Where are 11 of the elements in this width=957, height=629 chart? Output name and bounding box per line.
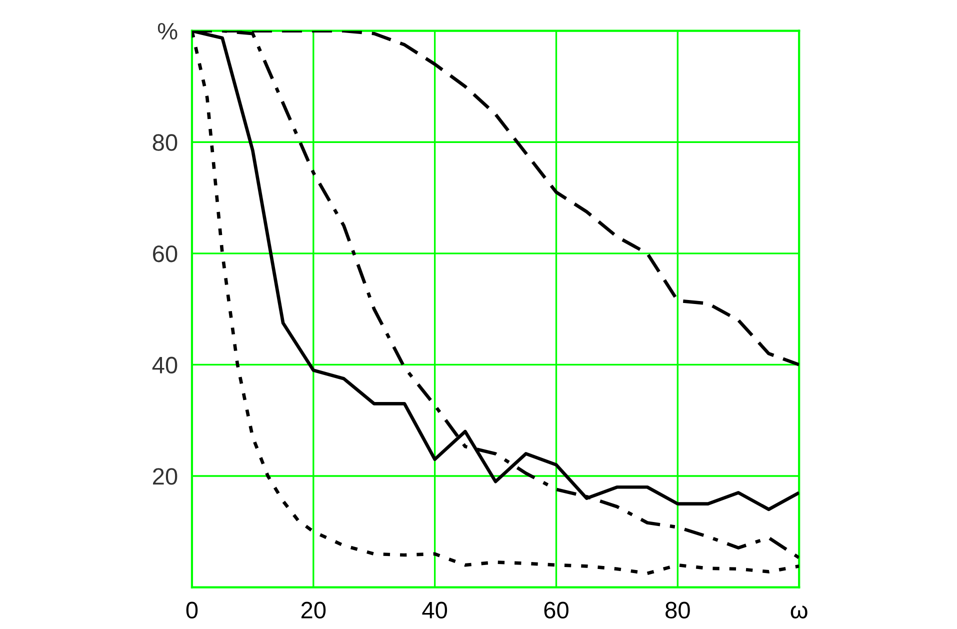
x-tick-label: 80 [666, 602, 690, 619]
x-tick-label: ω [790, 606, 808, 619]
y-tick-label: 60 [153, 245, 178, 262]
y-tick-label: 40 [152, 356, 178, 374]
x-tick-label: 0 [186, 602, 198, 619]
x-tick-label: 60 [544, 602, 568, 619]
y-tick-label: % [158, 22, 178, 40]
x-tick-label: 40 [422, 602, 448, 619]
x-tick-label: 20 [301, 602, 326, 619]
y-tick-label: 20 [153, 468, 178, 485]
y-tick-label: 80 [152, 134, 178, 151]
